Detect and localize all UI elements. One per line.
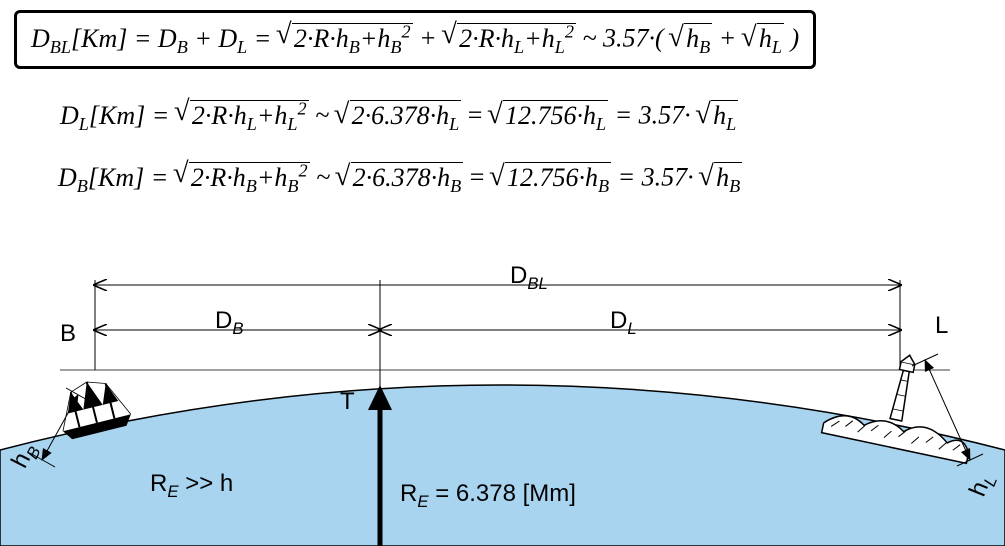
- sea-arc: [0, 385, 1005, 546]
- main-formula-box: DBL[Km] = DB + DL = 2·R·hB+hB2 + 2·R·hL+…: [14, 10, 816, 69]
- formula-line-db: DB[Km] = 2·R·hB+hB2 ~ 2·6.378·hB = 12.75…: [58, 160, 742, 197]
- label-dbl: DBL: [510, 262, 548, 294]
- sqrt-icon: 2·R·hB+hB2: [175, 160, 310, 197]
- sqrt-icon: hL: [743, 24, 784, 58]
- label-b: B: [60, 320, 76, 348]
- label-t: T: [340, 388, 355, 416]
- sqrt-icon: 2·6.378·hB: [337, 163, 464, 197]
- f-main-lhs: DBL[Km] =: [31, 24, 151, 53]
- sqrt-icon: 12.756·hL: [489, 101, 608, 135]
- f-main-sum: DB + DL =: [158, 24, 271, 53]
- sqrt-icon: 2·R·hL+hL2: [443, 21, 576, 58]
- sqrt-icon: hL: [697, 101, 738, 135]
- note-re-gt-h: RE >> h: [150, 470, 233, 502]
- formula-line-dl: DL[Km] = 2·R·hL+hL2 ~ 2·6.378·hL = 12.75…: [60, 98, 738, 135]
- sqrt-icon: 2·6.378·hL: [336, 101, 462, 135]
- label-l: L: [935, 312, 948, 340]
- sqrt-icon: 2·R·hB+hB2: [278, 21, 413, 58]
- note-re-val: RE = 6.378 [Mm]: [400, 480, 576, 512]
- sqrt-icon: hB: [700, 163, 742, 197]
- sqrt-icon: 12.756·hB: [491, 163, 611, 197]
- label-db: DB: [215, 307, 244, 339]
- sqrt-icon: hB: [670, 24, 712, 58]
- sqrt-icon: 2·R·hL+hL2: [176, 98, 309, 135]
- label-dl: DL: [610, 307, 637, 339]
